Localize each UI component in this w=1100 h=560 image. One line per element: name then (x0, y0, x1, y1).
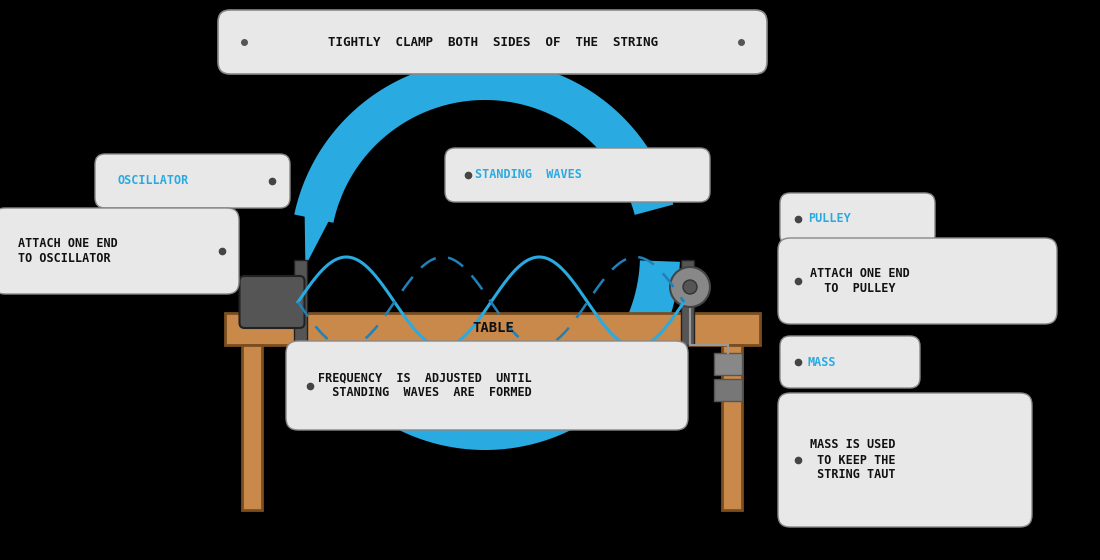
Text: STANDING  WAVES: STANDING WAVES (475, 169, 582, 181)
Bar (714, 379, 742, 401)
Text: FREQUENCY  IS  ADJUSTED  UNTIL
  STANDING  WAVES  ARE  FORMED: FREQUENCY IS ADJUSTED UNTIL STANDING WAV… (318, 371, 531, 399)
FancyBboxPatch shape (0, 208, 239, 294)
Polygon shape (638, 282, 676, 303)
Text: ATTACH ONE END
  TO  PULLEY: ATTACH ONE END TO PULLEY (810, 267, 910, 295)
Circle shape (670, 267, 710, 307)
FancyBboxPatch shape (218, 10, 767, 74)
FancyBboxPatch shape (286, 341, 688, 430)
Bar (714, 353, 742, 375)
FancyBboxPatch shape (780, 193, 935, 245)
Polygon shape (305, 182, 341, 266)
Circle shape (683, 280, 697, 294)
Polygon shape (308, 260, 680, 450)
Text: PULLEY: PULLEY (808, 212, 850, 226)
Text: ATTACH ONE END
TO OSCILLATOR: ATTACH ONE END TO OSCILLATOR (18, 237, 118, 265)
Text: MASS IS USED
 TO KEEP THE
 STRING TAUT: MASS IS USED TO KEEP THE STRING TAUT (810, 438, 895, 482)
Bar (294, 260, 307, 345)
Bar (242, 345, 262, 510)
FancyBboxPatch shape (95, 154, 290, 208)
FancyBboxPatch shape (780, 336, 920, 388)
FancyBboxPatch shape (778, 238, 1057, 324)
Text: TABLE: TABLE (472, 321, 514, 335)
FancyBboxPatch shape (446, 148, 710, 202)
Text: TIGHTLY  CLAMP  BOTH  SIDES  OF  THE  STRING: TIGHTLY CLAMP BOTH SIDES OF THE STRING (328, 35, 658, 49)
FancyBboxPatch shape (240, 276, 305, 328)
Text: MASS: MASS (808, 356, 836, 368)
Text: OSCILLATOR: OSCILLATOR (118, 175, 189, 188)
Bar (226, 313, 760, 345)
Bar (681, 260, 693, 345)
Polygon shape (295, 60, 673, 223)
FancyBboxPatch shape (778, 393, 1032, 527)
Bar (722, 345, 742, 510)
